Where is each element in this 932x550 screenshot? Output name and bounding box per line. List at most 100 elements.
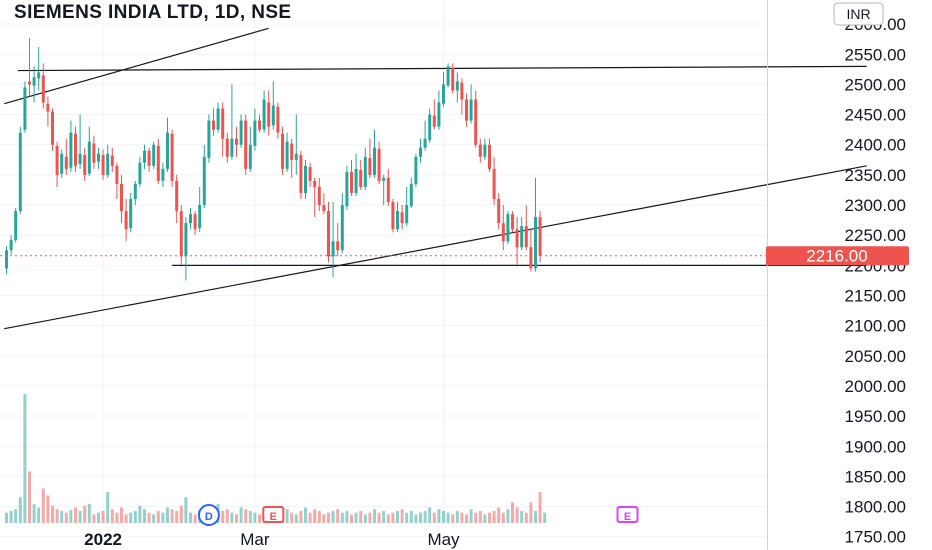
trend-line[interactable] xyxy=(4,165,867,330)
volume-bar xyxy=(400,509,404,523)
candle-body xyxy=(161,168,165,181)
candle-body xyxy=(152,144,156,166)
volume-bar xyxy=(538,492,542,523)
candle-body xyxy=(377,148,381,181)
volume-bar xyxy=(386,514,390,523)
volume-bar xyxy=(451,514,455,523)
volume-bar xyxy=(74,507,77,523)
candle-body xyxy=(437,102,441,127)
candle-body xyxy=(409,183,413,207)
price-tick-label: 2550.00 xyxy=(845,45,906,64)
candle-body xyxy=(143,150,146,163)
volume-bar xyxy=(492,510,496,523)
dividend-badge-circle xyxy=(197,504,220,526)
volume-bar xyxy=(110,509,114,523)
candle-body xyxy=(290,143,294,160)
time-axis[interactable]: 2022 Mar May xyxy=(84,530,460,549)
volume-bar xyxy=(83,505,87,523)
candle-body xyxy=(244,120,248,169)
volume-bars xyxy=(5,394,547,523)
candle-body xyxy=(64,156,68,169)
volume-bar xyxy=(69,510,73,523)
candle-body xyxy=(423,138,427,148)
price-tick-label: 2500.00 xyxy=(845,75,906,94)
candle-body xyxy=(281,133,284,169)
price-tick-label: 1800.00 xyxy=(845,498,906,517)
volume-bar xyxy=(432,512,436,523)
candle-body xyxy=(156,145,160,181)
trend-line[interactable] xyxy=(17,65,867,72)
candle-body xyxy=(386,177,390,203)
dividend-marker[interactable]: D xyxy=(197,504,220,526)
volume-bar xyxy=(359,510,363,523)
volume-bar xyxy=(18,497,22,523)
volume-bar xyxy=(377,512,381,523)
candle-body xyxy=(414,156,418,184)
volume-bar xyxy=(294,514,298,523)
candle-body xyxy=(446,66,450,86)
candle-body xyxy=(138,162,142,184)
marker-label: E xyxy=(270,511,277,523)
candle-body xyxy=(101,154,105,175)
candle-body xyxy=(78,153,82,165)
candle-body xyxy=(285,141,289,169)
candle-body xyxy=(262,99,266,130)
candle-body xyxy=(184,223,188,257)
volume-bar xyxy=(460,512,464,523)
candle-body xyxy=(405,205,409,224)
candle-body xyxy=(368,158,372,175)
volume-bar xyxy=(152,514,156,523)
last-price-tag: 2216.00 xyxy=(766,246,909,266)
price-tick-label: 2150.00 xyxy=(845,287,906,306)
volume-bar xyxy=(336,509,340,523)
earnings-marker[interactable]: E xyxy=(262,506,285,523)
candle-body xyxy=(391,202,395,230)
candle-body xyxy=(373,147,376,175)
candle-body xyxy=(97,153,100,162)
price-tick-label: 2400.00 xyxy=(845,136,906,155)
volume-bar xyxy=(97,512,100,523)
volume-bar xyxy=(5,512,8,523)
candle-body xyxy=(248,144,252,169)
volume-bar xyxy=(124,514,128,523)
volume-bar xyxy=(101,510,105,523)
currency-button-label[interactable]: INR xyxy=(846,6,870,22)
candle-body xyxy=(363,156,367,187)
volume-bar xyxy=(78,510,82,523)
volume-bar xyxy=(474,512,478,523)
price-tick-label: 2050.00 xyxy=(845,347,906,366)
candle-body xyxy=(83,154,87,175)
trend-line[interactable] xyxy=(4,27,269,105)
candle-body xyxy=(51,111,54,145)
volume-bar xyxy=(299,510,303,523)
candle-body xyxy=(396,211,399,230)
volume-bar xyxy=(92,514,96,523)
price-axis[interactable]: 2600.002550.002500.002450.002400.002350.… xyxy=(845,15,906,547)
volume-bar xyxy=(446,512,450,523)
candle-body xyxy=(511,214,514,230)
candle-body xyxy=(253,120,257,146)
candle-body xyxy=(465,99,468,121)
volume-bar xyxy=(340,512,344,523)
volume-bar xyxy=(354,512,358,523)
candle-body xyxy=(382,177,386,181)
candle-body xyxy=(193,214,197,230)
volume-bar xyxy=(285,509,289,523)
volume-bar xyxy=(133,510,137,523)
candle-body xyxy=(506,214,510,242)
candle-body xyxy=(9,240,13,251)
earnings-marker[interactable]: E xyxy=(616,506,639,523)
candle-body xyxy=(524,226,528,248)
volume-bar xyxy=(290,512,294,523)
candle-body xyxy=(534,217,537,269)
currency-button[interactable]: INR xyxy=(833,2,884,26)
price-tick-label: 2100.00 xyxy=(845,317,906,336)
trend-lines[interactable] xyxy=(4,27,867,330)
marker-label: E xyxy=(624,511,631,523)
candle-body xyxy=(308,167,312,181)
candle-body xyxy=(110,155,114,166)
candle-body xyxy=(331,241,335,257)
candle-body xyxy=(147,150,151,166)
